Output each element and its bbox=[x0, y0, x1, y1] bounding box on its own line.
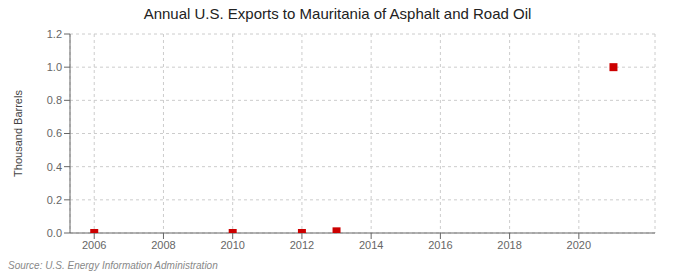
svg-text:2020: 2020 bbox=[567, 239, 591, 251]
svg-text:0.4: 0.4 bbox=[47, 161, 62, 173]
html-text:Annual U.S. Exports to Maurita: Annual U.S. Exports to Mauritania of Asp… bbox=[143, 5, 532, 22]
svg-text:0.6: 0.6 bbox=[47, 127, 62, 139]
html-text:Source: U.S. Energy Informatio: Source: U.S. Energy Information Administ… bbox=[8, 260, 218, 271]
svg-text:2012: 2012 bbox=[290, 239, 314, 251]
svg-text:2010: 2010 bbox=[220, 239, 244, 251]
svg-text:0.0: 0.0 bbox=[47, 227, 62, 239]
svg-text:2006: 2006 bbox=[82, 239, 106, 251]
svg-text:0.2: 0.2 bbox=[47, 194, 62, 206]
svg-text:2018: 2018 bbox=[497, 239, 521, 251]
svg-text:0.8: 0.8 bbox=[47, 94, 62, 106]
svg-text:2014: 2014 bbox=[359, 239, 383, 251]
svg-text:Thousand Barrels: Thousand Barrels bbox=[12, 90, 24, 177]
svg-text:2016: 2016 bbox=[428, 239, 452, 251]
svg-text:1.0: 1.0 bbox=[47, 61, 62, 73]
svg-text:1.2: 1.2 bbox=[47, 28, 62, 40]
svg-text:2008: 2008 bbox=[151, 239, 175, 251]
